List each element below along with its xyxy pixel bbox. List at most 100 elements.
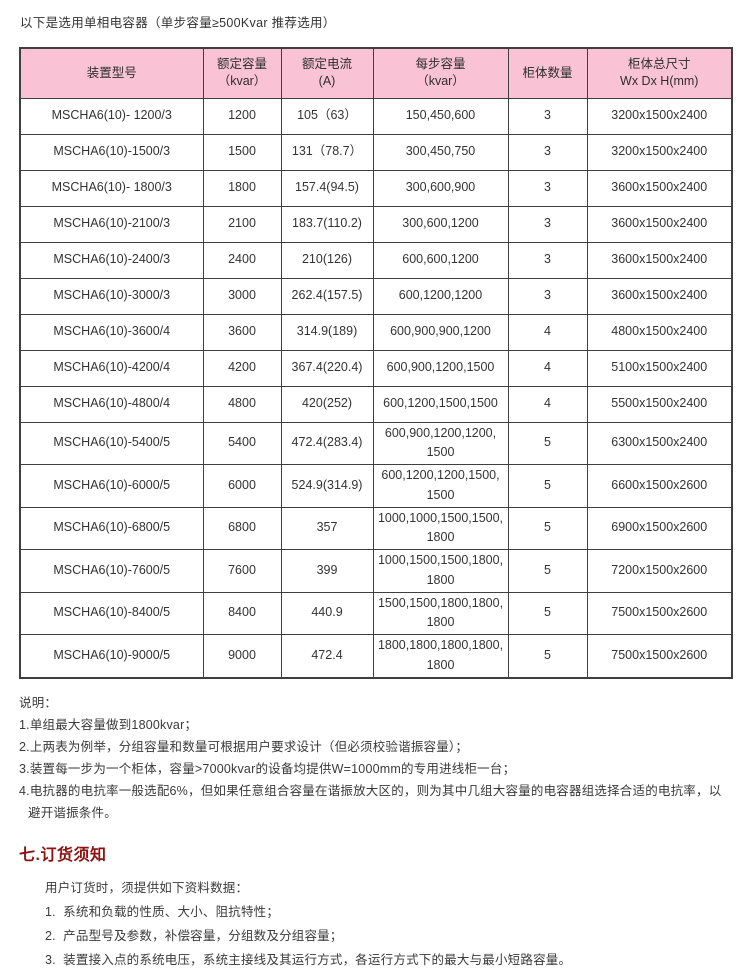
table-row: MSCHA6(10)-8400/5 8400 440.9 1500,1500,1800… — [19, 591, 733, 635]
cell-rated-capacity: 6000 — [202, 464, 282, 508]
cell-step-capacity: 600,900,1200,1500 — [372, 349, 509, 387]
table-header-row: 装置型号 额定容量 （kvar） 额定电流 (A) 每步容量 （kvar） 柜体… — [19, 47, 733, 99]
cell-cabinet-count: 4 — [507, 313, 588, 351]
cell-cabinet-size: 6300x1500x2400 — [586, 421, 733, 465]
cell-step-capacity: 300,600,900 — [372, 169, 509, 207]
cell-model: MSCHA6(10)-3600/4 — [19, 313, 204, 351]
cell-model: MSCHA6(10)-2400/3 — [19, 241, 204, 279]
cell-rated-current: 440.9 — [280, 591, 374, 635]
cell-step-capacity: 600,1200,1500,1500 — [372, 385, 509, 423]
cell-rated-current: 105（63） — [280, 97, 374, 135]
cell-model: MSCHA6(10)-2100/3 — [19, 205, 204, 243]
cell-step-capacity: 1000,1500,1500,1800, 1800 — [372, 549, 509, 593]
cell-cabinet-count: 3 — [507, 277, 588, 315]
cell-cabinet-size: 3600x1500x2400 — [586, 277, 733, 315]
cell-rated-capacity: 5400 — [202, 421, 282, 465]
table-row: MSCHA6(10)-7600/5 7600 399 1000,1500,1500,1… — [19, 549, 733, 593]
cell-model: MSCHA6(10)-5400/5 — [19, 421, 204, 465]
cell-rated-capacity: 6800 — [202, 506, 282, 550]
cell-rated-current: 367.4(220.4) — [280, 349, 374, 387]
cell-step-capacity: 600,1200,1200 — [372, 277, 509, 315]
ordering-item: 2. 产品型号及参数，补偿容量，分组数及分组容量； — [45, 928, 343, 943]
table-row: MSCHA6(10)-4200/4 4200 367.4(220.4) 600,900… — [19, 349, 733, 387]
cell-cabinet-size: 5500x1500x2400 — [586, 385, 733, 423]
capacitor-spec-table: 装置型号 额定容量 （kvar） 额定电流 (A) 每步容量 （kvar） 柜体… — [19, 47, 733, 679]
ordering-section: 用户订货时，须提供如下资料数据： 1. 系统和负载的性质、大小、阻抗特性； 2.… — [45, 876, 731, 972]
cell-rated-current: 472.4(283.4) — [280, 421, 374, 465]
table-row: MSCHA6(10)-2100/3 2100 183.7(110.2) 300,600… — [19, 205, 733, 243]
table-row: MSCHA6(10)-3000/3 3000 262.4(157.5) 600,120… — [19, 277, 733, 315]
header-rated-capacity: 额定容量 （kvar） — [202, 47, 282, 99]
header-step-capacity: 每步容量 （kvar） — [372, 47, 509, 99]
cell-step-capacity: 150,450,600 — [372, 97, 509, 135]
note-item: 3.装置每一步为一个柜体，容量>7000kvar的设备均提供W=1000mm的专… — [19, 761, 516, 776]
cell-model: MSCHA6(10)-8400/5 — [19, 591, 204, 635]
cell-rated-current: 157.4(94.5) — [280, 169, 374, 207]
header-cabinet-size: 柜体总尺寸 Wx Dx H(mm) — [586, 47, 733, 99]
cell-model: MSCHA6(10)- 1800/3 — [19, 169, 204, 207]
cell-model: MSCHA6(10)-4800/4 — [19, 385, 204, 423]
cell-cabinet-size: 3200x1500x2400 — [586, 133, 733, 171]
note-item: 2.上两表为例举，分组容量和数量可根据用户要求设计（但必须校验谐振容量）； — [19, 739, 469, 754]
ordering-item: 1. 系统和负载的性质、大小、阻抗特性； — [45, 904, 280, 919]
cell-step-capacity: 600,900,900,1200 — [372, 313, 509, 351]
cell-rated-current: 210(126) — [280, 241, 374, 279]
cell-cabinet-size: 6900x1500x2600 — [586, 506, 733, 550]
notes-label: 说明： — [19, 695, 58, 710]
cell-cabinet-size: 6600x1500x2600 — [586, 464, 733, 508]
cell-step-capacity: 300,600,1200 — [372, 205, 509, 243]
cell-step-capacity: 1800,1800,1800,1800, 1800 — [372, 634, 509, 678]
note-item: 1.单组最大容量做到1800kvar； — [19, 717, 198, 732]
table-row: MSCHA6(10)-6000/5 6000 524.9(314.9) 600,120… — [19, 464, 733, 508]
table-row: MSCHA6(10)-1500/3 1500 131（78.7） 300,450,75… — [19, 133, 733, 171]
cell-rated-capacity: 2100 — [202, 205, 282, 243]
cell-rated-current: 420(252) — [280, 385, 374, 423]
cell-rated-capacity: 8400 — [202, 591, 282, 635]
cell-rated-current: 472.4 — [280, 634, 374, 678]
cell-rated-capacity: 3600 — [202, 313, 282, 351]
cell-rated-capacity: 1500 — [202, 133, 282, 171]
cell-model: MSCHA6(10)-6000/5 — [19, 464, 204, 508]
cell-rated-capacity: 4200 — [202, 349, 282, 387]
cell-rated-capacity: 3000 — [202, 277, 282, 315]
ordering-heading: 七.订货须知 — [19, 846, 107, 864]
cell-step-capacity: 600,900,1200,1200, 1500 — [372, 421, 509, 465]
cell-rated-capacity: 4800 — [202, 385, 282, 423]
cell-cabinet-count: 3 — [507, 133, 588, 171]
cell-rated-current: 357 — [280, 506, 374, 550]
cell-model: MSCHA6(10)-7600/5 — [19, 549, 204, 593]
cell-step-capacity: 1000,1000,1500,1500, 1800 — [372, 506, 509, 550]
header-rated-current: 额定电流 (A) — [280, 47, 374, 99]
cell-cabinet-size: 3600x1500x2400 — [586, 205, 733, 243]
cell-cabinet-count: 3 — [507, 97, 588, 135]
table-row: MSCHA6(10)-6800/5 6800 357 1000,1000,1500,1… — [19, 506, 733, 550]
ordering-item: 3. 装置接入点的系统电压，系统主接线及其运行方式，各运行方式下的最大与最小短路… — [45, 952, 572, 967]
cell-cabinet-count: 5 — [507, 421, 588, 465]
cell-cabinet-count: 4 — [507, 385, 588, 423]
cell-cabinet-size: 7200x1500x2600 — [586, 549, 733, 593]
cell-rated-current: 314.9(189) — [280, 313, 374, 351]
notes-section: 说明： 1.单组最大容量做到1800kvar； 2.上两表为例举，分组容量和数量… — [19, 692, 731, 824]
page-title: 以下是选用单相电容器（单步容量≥500Kvar 推荐选用） — [20, 16, 336, 30]
cell-step-capacity: 600,1200,1200,1500, 1500 — [372, 464, 509, 508]
table-row: MSCHA6(10)-4800/4 4800 420(252) 600,1200,15… — [19, 385, 733, 423]
cell-cabinet-count: 5 — [507, 549, 588, 593]
table-row: MSCHA6(10)-5400/5 5400 472.4(283.4) 600,900… — [19, 421, 733, 465]
cell-model: MSCHA6(10)-4200/4 — [19, 349, 204, 387]
cell-rated-current: 524.9(314.9) — [280, 464, 374, 508]
cell-rated-current: 399 — [280, 549, 374, 593]
ordering-intro: 用户订货时，须提供如下资料数据： — [45, 880, 249, 895]
cell-cabinet-count: 5 — [507, 464, 588, 508]
cell-cabinet-count: 5 — [507, 591, 588, 635]
cell-cabinet-count: 5 — [507, 634, 588, 678]
note-item: 4.电抗器的电抗率一般选配6%，但如果任意组合容量在谐振放大区的，则为其中几组大… — [19, 783, 722, 820]
table-row: MSCHA6(10)- 1200/3 1200 105（63） 150,450,600… — [19, 97, 733, 135]
cell-model: MSCHA6(10)-1500/3 — [19, 133, 204, 171]
cell-rated-capacity: 9000 — [202, 634, 282, 678]
header-model: 装置型号 — [19, 47, 204, 99]
cell-cabinet-count: 3 — [507, 169, 588, 207]
cell-cabinet-size: 7500x1500x2600 — [586, 634, 733, 678]
cell-rated-capacity: 2400 — [202, 241, 282, 279]
table-row: MSCHA6(10)-3600/4 3600 314.9(189) 600,900,9… — [19, 313, 733, 351]
cell-model: MSCHA6(10)-6800/5 — [19, 506, 204, 550]
